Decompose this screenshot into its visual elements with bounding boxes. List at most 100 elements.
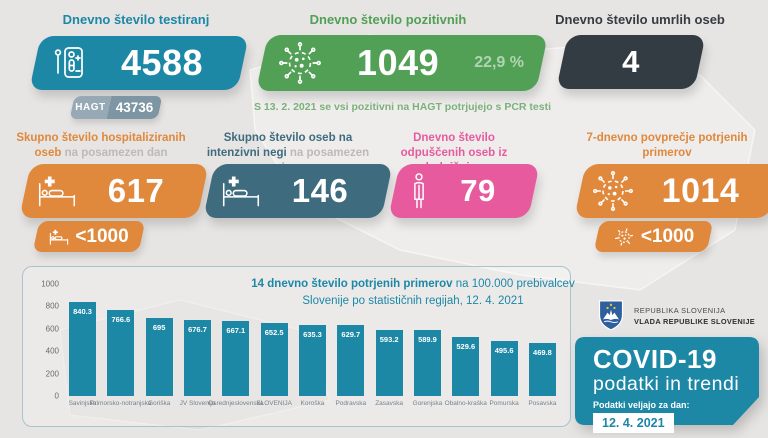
chart-bar-col: 469.8 Posavska	[528, 284, 557, 407]
chart-bar-col: 840.3 Savinjska	[69, 284, 96, 407]
chart-bar-col: 529.6 Obalno-kraška	[445, 284, 487, 407]
y-tick-label: 800	[45, 301, 59, 311]
avg-confirmed-card: 1014	[580, 164, 768, 218]
chart-bar: 495.6	[490, 340, 518, 396]
bar-x-label: JV Slovenija	[179, 400, 216, 407]
chart-bar: 593.2	[375, 329, 403, 396]
government-line1: REPUBLIKA SLOVENIJA	[634, 305, 726, 315]
bar-x-label: Zasavska	[375, 400, 404, 407]
chart-bar: 629.7	[337, 325, 365, 396]
virus-icon	[614, 227, 633, 246]
bar-value-label: 589.9	[418, 334, 437, 344]
avg-confirmed-threshold-value: <1000	[640, 225, 695, 247]
slovenia-coat-of-arms-icon	[598, 300, 624, 331]
bar-value-label: 635.3	[303, 329, 322, 339]
bar-x-label: Koroška	[300, 400, 325, 407]
discharged-value: 79	[460, 173, 496, 208]
covid-date-badge: 12. 4. 2021	[593, 413, 674, 434]
bar-x-label: Primorsko-notranjska	[90, 400, 152, 407]
avg-confirmed-threshold-badge: <1000	[597, 221, 710, 252]
hospital-bed-icon	[222, 176, 260, 207]
hospital-bed-icon	[50, 229, 69, 245]
chart-bar: 676.7	[183, 320, 211, 396]
positive-note: S 13. 2. 2021 se vsi pozitivni na HAGT p…	[253, 101, 551, 113]
chart-bar: 529.6	[452, 336, 480, 396]
government-line2: VLADA REPUBLIKE SLOVENIJE	[634, 316, 755, 326]
bar-x-label: Obalno-kraška	[444, 400, 487, 407]
bar-value-label: 766.6	[111, 315, 131, 325]
bar-x-label: Savinjska	[68, 400, 97, 407]
y-tick-label: 0	[54, 391, 59, 401]
test-kit-icon	[54, 47, 83, 78]
bar-value-label: 695	[152, 323, 166, 333]
y-tick-label: 600	[45, 324, 59, 334]
chart-bar-col: 589.9 Gorenjska	[413, 284, 442, 407]
chart-bar-col: 652.5 SLOVENIJA	[256, 284, 292, 407]
bar-value-label: 629.7	[341, 330, 361, 340]
y-tick-label: 200	[45, 369, 59, 379]
covid-box-subtitle: podatki in trendi	[593, 373, 740, 395]
bar-value-label: 676.7	[188, 325, 207, 335]
virus-icon	[592, 170, 634, 212]
chart-panel: 14 dnevno število potrjenih primerov na …	[22, 266, 575, 427]
testing-card: 4588	[35, 36, 243, 90]
chart-bar-col: 676.7 JV Slovenija	[180, 284, 215, 407]
hospitalized-card: 617	[25, 164, 203, 218]
chart-bar: 667.1	[222, 321, 250, 396]
hospitalized-threshold-value: <1000	[75, 225, 129, 247]
discharged-card: 79	[394, 164, 534, 218]
covid-box-shape	[575, 337, 759, 425]
positive-card: 1049 22,9 %	[262, 35, 542, 91]
government-logo: REPUBLIKA SLOVENIJA VLADA REPUBLIKE SLOV…	[598, 300, 755, 331]
y-tick-label: 400	[45, 346, 59, 356]
avg-confirmed-title: 7-dnevno povprečje potrjenih primerov	[586, 132, 748, 159]
bar-value-label: 667.1	[226, 326, 246, 336]
chart-bar-col: 629.7 Podravska	[335, 284, 366, 407]
deaths-card: 4	[562, 35, 700, 89]
chart-y-axis: 0 200 400 600 800 1000	[33, 280, 59, 401]
chart-bar-col: 635.3 Koroška	[298, 284, 326, 407]
government-name: REPUBLIKA SLOVENIJA VLADA REPUBLIKE SLOV…	[634, 306, 755, 326]
virus-icon	[279, 42, 321, 84]
bar-value-label: 529.6	[456, 341, 476, 351]
bar-value-label: 495.6	[494, 345, 514, 355]
bar-x-label: Pomurska	[489, 400, 519, 407]
hagt-value: 43736	[115, 100, 154, 115]
chart-bar: 635.3	[298, 324, 326, 396]
hagt-label: HAGT	[75, 102, 106, 113]
icu-card: 146	[209, 164, 387, 218]
chart-title: 14 dnevno število potrjenih primerov na …	[251, 278, 575, 308]
hospitalized-threshold-badge: <1000	[36, 221, 142, 252]
hagt-badge: HAGT 43736	[69, 96, 163, 119]
avg-confirmed-value: 1014	[661, 171, 740, 210]
chart-bar: 766.6	[107, 310, 135, 396]
chart-bar: 652.5	[260, 322, 288, 396]
chart-bar: 840.3	[69, 301, 96, 396]
covid-info-box: COVID-19 podatki in trendi Podatki velja…	[575, 337, 759, 434]
positive-value: 1049	[357, 42, 440, 83]
chart-bar-col: 766.6 Primorsko-notranjska	[90, 284, 152, 407]
y-tick-label: 1000	[41, 279, 59, 289]
bar-x-label: Posavska	[528, 400, 557, 407]
icu-value: 146	[291, 172, 349, 209]
chart-plot: 840.3 Savinjska 766.6 Primorsko-notranjska 6…	[69, 284, 557, 407]
bar-x-label: SLOVENIJA	[256, 400, 293, 407]
chart-bar-col: 695 Goriška	[145, 284, 173, 407]
testing-title: Dnevno število testiranj	[62, 12, 210, 27]
chart-bar-col: 593.2 Zasavska	[375, 284, 403, 407]
chart-bar: 589.9	[413, 329, 441, 396]
chart-bar-col: 667.1 Osrednjeslovenska	[208, 284, 263, 407]
bar-value-label: 652.5	[264, 327, 284, 337]
bar-x-label: Gorenjska	[412, 400, 443, 407]
bar-x-label: Osrednjeslovenska	[208, 400, 264, 407]
hospital-bed-icon	[38, 176, 76, 207]
bar-x-label: Goriška	[147, 400, 171, 407]
bar-value-label: 840.3	[73, 306, 92, 316]
positive-percent: 22,9 %	[474, 54, 524, 71]
deaths-title: Dnevno število umrlih oseb	[555, 12, 725, 27]
chart-bar-col: 495.6 Pomurska	[489, 284, 519, 407]
chart-bar: 469.8	[528, 343, 556, 396]
hospitalized-value: 617	[107, 172, 165, 209]
bar-value-label: 593.2	[379, 334, 399, 344]
covid-date-label: Podatki veljajo za dan:	[593, 400, 690, 411]
